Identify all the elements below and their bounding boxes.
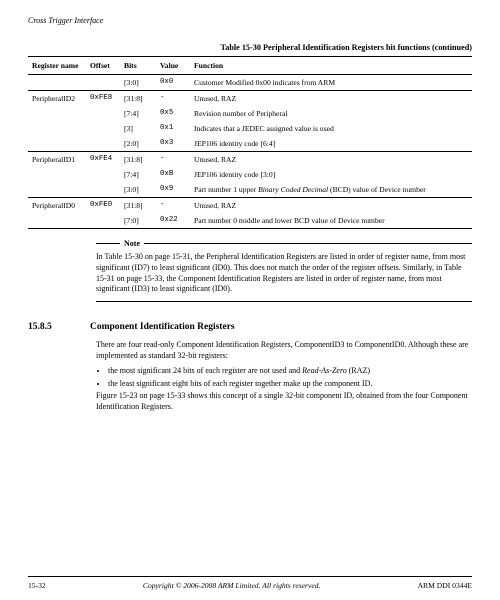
table-cell: [3:0] <box>120 182 156 198</box>
note-label: Note <box>124 239 140 248</box>
table-caption: Table 15-30 Peripheral Identification Re… <box>28 43 472 52</box>
table-cell: PeripheralID0 <box>28 198 86 214</box>
bullet-list: the most significant 24 bits of each reg… <box>108 366 472 390</box>
table-cell: [2:0] <box>120 136 156 152</box>
table-row: PeripheralID10xFE4[31:8]-Unused, RAZ <box>28 152 472 168</box>
table-cell <box>28 121 86 136</box>
table-cell <box>86 182 120 198</box>
table-row: [7:4]0x5Revision number of Peripheral <box>28 106 472 121</box>
table-cell <box>86 213 120 229</box>
table-cell <box>86 106 120 121</box>
table-cell: [31:8] <box>120 152 156 168</box>
table-cell <box>28 136 86 152</box>
table-cell: Unused, RAZ <box>190 198 472 214</box>
table-row: [3:0]0x0Customer Modified 0x00 indicates… <box>28 75 472 91</box>
table-cell: - <box>156 198 190 214</box>
body-paragraph: Figure 15-23 on page 15-33 shows this co… <box>96 391 472 413</box>
section-title: Component Identification Registers <box>90 322 235 332</box>
table-cell <box>86 136 120 152</box>
table-cell <box>86 167 120 182</box>
table-cell: [7:0] <box>120 213 156 229</box>
table-cell: Part number 1 upper Binary Coded Decimal… <box>190 182 472 198</box>
table-cell: Revision number of Peripheral <box>190 106 472 121</box>
table-cell: JEP106 identity code [3:0] <box>190 167 472 182</box>
table-row: PeripheralID00xFE0[31:8]-Unused, RAZ <box>28 198 472 214</box>
table-cell: 0xFE8 <box>86 91 120 107</box>
table-cell: Unused, RAZ <box>190 91 472 107</box>
table-cell: [3:0] <box>120 75 156 91</box>
table-cell: 0x9 <box>156 182 190 198</box>
table-cell: Customer Modified 0x00 indicates from AR… <box>190 75 472 91</box>
note-body: In Table 15-30 on page 15-31, the Periph… <box>96 252 472 295</box>
table-cell <box>28 182 86 198</box>
col-header: Register name <box>28 57 86 75</box>
body-paragraph: There are four read-only Component Ident… <box>96 340 472 362</box>
note-rule <box>96 301 472 302</box>
table-cell: - <box>156 152 190 168</box>
table-row: [2:0]0x3JEP106 identity code [6:4] <box>28 136 472 152</box>
table-cell <box>28 167 86 182</box>
list-item: the least significant eight bits of each… <box>108 379 472 390</box>
note-rule <box>144 243 472 244</box>
table-row: [7:4]0xBJEP106 identity code [3:0] <box>28 167 472 182</box>
table-cell: [7:4] <box>120 167 156 182</box>
table-cell: 0xFE4 <box>86 152 120 168</box>
register-table: Register name Offset Bits Value Function… <box>28 56 472 229</box>
table-cell: 0xB <box>156 167 190 182</box>
list-item: the most significant 24 bits of each reg… <box>108 366 472 377</box>
table-cell: [31:8] <box>120 91 156 107</box>
table-cell: Unused, RAZ <box>190 152 472 168</box>
table-cell: - <box>156 91 190 107</box>
table-cell: JEP106 identity code [6:4] <box>190 136 472 152</box>
footer-copyright: Copyright © 2006-2008 ARM Limited. All r… <box>143 581 321 590</box>
table-row: PeripheralID20xFE8[31:8]-Unused, RAZ <box>28 91 472 107</box>
table-cell: 0x1 <box>156 121 190 136</box>
table-row: [3]0x1Indicates that a JEDEC assigned va… <box>28 121 472 136</box>
note-block: Note In Table 15-30 on page 15-31, the P… <box>96 239 472 302</box>
note-rule <box>96 243 120 244</box>
table-cell: [7:4] <box>120 106 156 121</box>
col-header: Value <box>156 57 190 75</box>
table-cell: [31:8] <box>120 198 156 214</box>
col-header: Function <box>190 57 472 75</box>
table-cell: Indicates that a JEDEC assigned value is… <box>190 121 472 136</box>
table-cell <box>28 213 86 229</box>
footer-page-number: 15-32 <box>28 581 46 590</box>
table-cell: 0x5 <box>156 106 190 121</box>
table-cell: 0xFE0 <box>86 198 120 214</box>
table-row: [3:0]0x9Part number 1 upper Binary Coded… <box>28 182 472 198</box>
table-cell: 0x3 <box>156 136 190 152</box>
col-header: Bits <box>120 57 156 75</box>
table-cell <box>86 121 120 136</box>
running-head: Cross Trigger Interface <box>28 16 472 25</box>
table-cell: PeripheralID1 <box>28 152 86 168</box>
table-cell: PeripheralID2 <box>28 91 86 107</box>
table-cell: [3] <box>120 121 156 136</box>
table-cell <box>28 106 86 121</box>
table-cell <box>86 75 120 91</box>
page-footer: 15-32 Copyright © 2006-2008 ARM Limited.… <box>28 576 472 590</box>
footer-doc-id: ARM DDI 0344E <box>418 581 472 590</box>
table-cell: 0x22 <box>156 213 190 229</box>
table-cell: 0x0 <box>156 75 190 91</box>
table-row: [7:0]0x22Part number 0 middle and lower … <box>28 213 472 229</box>
col-header: Offset <box>86 57 120 75</box>
section-number: 15.8.5 <box>28 322 80 332</box>
table-cell <box>28 75 86 91</box>
table-cell: Part number 0 middle and lower BCD value… <box>190 213 472 229</box>
